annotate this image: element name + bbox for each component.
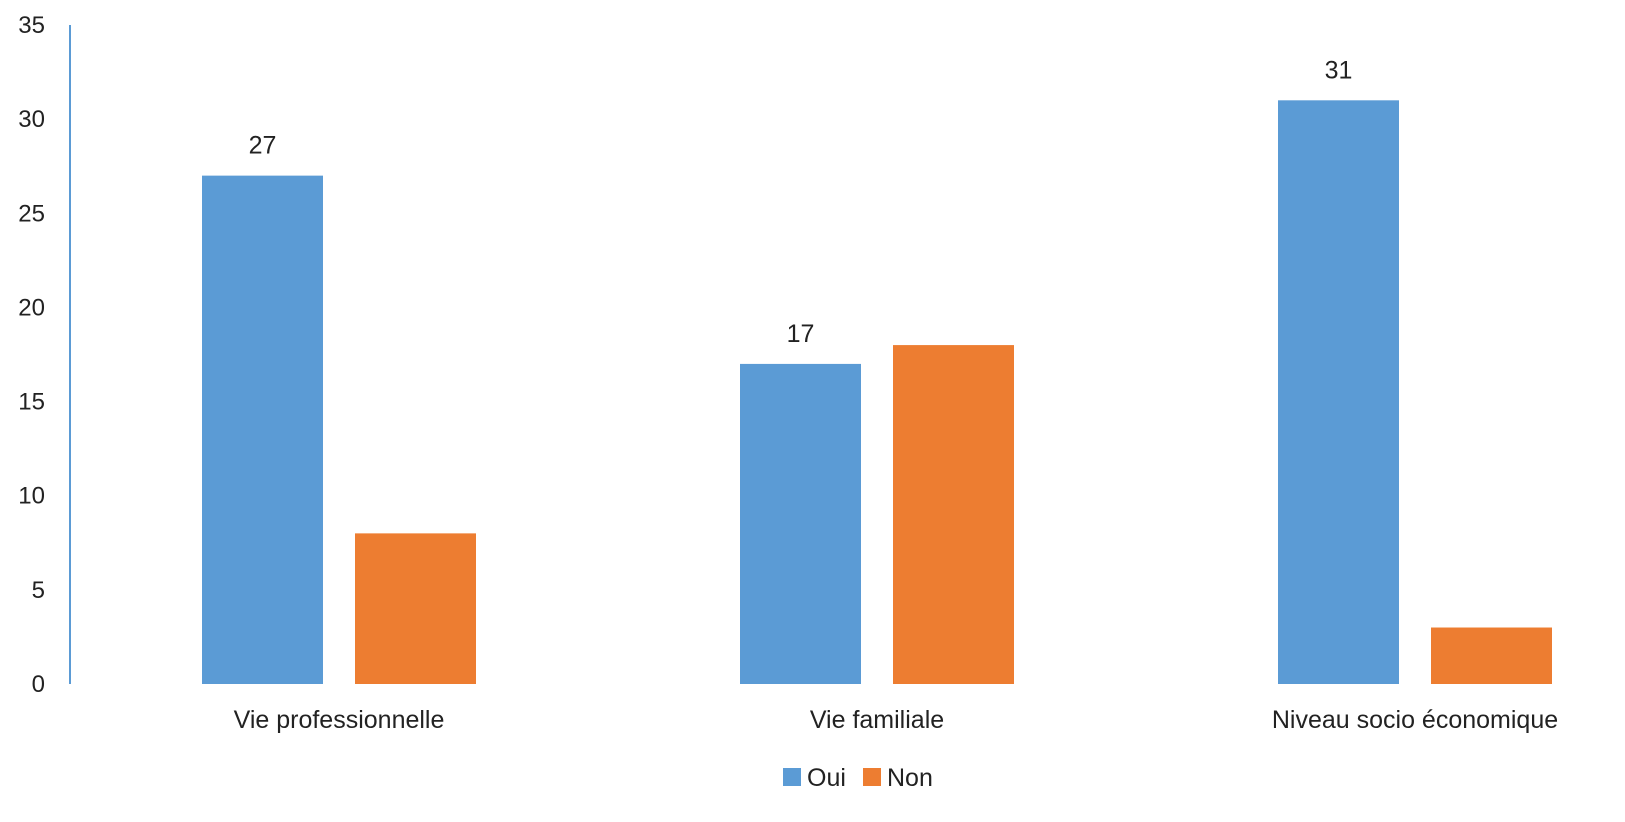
bars [202, 100, 1552, 685]
y-tick-label: 5 [32, 577, 45, 604]
data-label: 17 [787, 320, 815, 348]
x-category-label: Vie professionnelle [234, 706, 445, 734]
legend-label: Non [887, 764, 933, 792]
bar-non-0 [355, 533, 476, 684]
legend-swatch-oui [783, 768, 801, 786]
bar-oui-0 [202, 175, 323, 684]
y-tick-label: 10 [18, 483, 45, 510]
y-axis: 0 5 10 15 20 25 30 35 [18, 12, 71, 698]
y-tick-label: 20 [18, 294, 45, 321]
y-tick-label: 0 [32, 671, 45, 698]
y-tick-label: 25 [18, 200, 45, 227]
data-labels: 27 17 31 [249, 56, 1353, 348]
bar-oui-1 [740, 363, 861, 684]
bar-oui-2 [1278, 100, 1399, 685]
legend: Oui Non [783, 764, 933, 792]
legend-swatch-non [863, 768, 881, 786]
bar-non-1 [893, 345, 1014, 684]
bar-non-2 [1431, 627, 1552, 684]
y-tick-label: 30 [18, 106, 45, 133]
y-tick-label: 35 [18, 12, 45, 39]
x-category-label: Niveau socio économique [1272, 706, 1558, 734]
data-label: 27 [249, 132, 277, 160]
y-tick-label: 15 [18, 389, 45, 416]
x-axis-labels: Vie professionnelle Vie familiale Niveau s… [234, 706, 1559, 734]
data-label: 31 [1325, 56, 1353, 84]
x-category-label: Vie familiale [810, 706, 944, 734]
legend-label: Oui [807, 764, 846, 792]
